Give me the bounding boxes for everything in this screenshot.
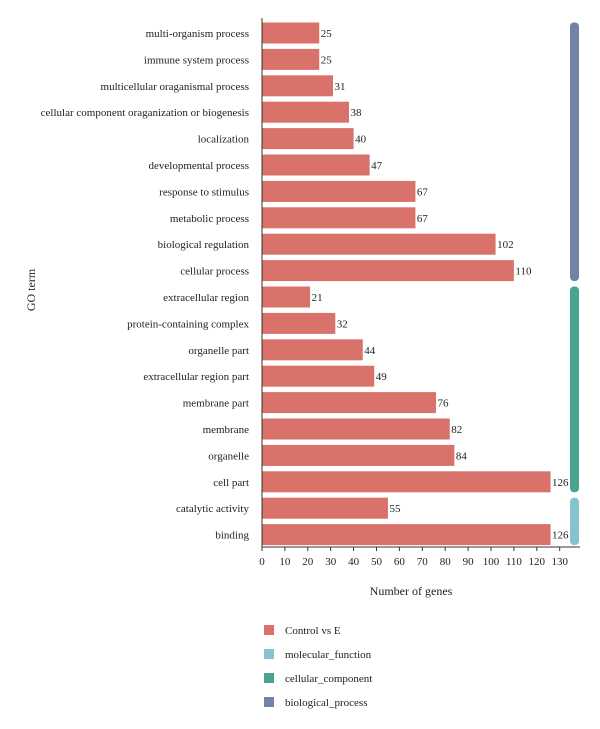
bar <box>262 154 370 176</box>
bar <box>262 312 336 334</box>
x-tick-label: 30 <box>325 556 337 568</box>
x-tick-label: 90 <box>463 556 475 568</box>
category-label: catalytic activity <box>176 503 249 515</box>
value-label: 32 <box>337 318 348 330</box>
value-label: 49 <box>376 371 388 383</box>
category-label: metabolic process <box>170 213 249 225</box>
value-label: 25 <box>321 54 333 66</box>
group-indicator-biological-process <box>570 22 579 282</box>
bars-layer <box>262 22 551 546</box>
category-label: cell part <box>213 477 249 489</box>
value-label: 84 <box>456 450 468 462</box>
value-label: 21 <box>312 292 323 304</box>
x-tick-label: 40 <box>348 556 360 568</box>
legend-swatch <box>264 697 274 707</box>
bar <box>262 365 375 387</box>
value-label: 126 <box>552 530 569 542</box>
value-label: 47 <box>371 160 383 172</box>
group-indicator-molecular-function <box>570 497 579 546</box>
bar <box>262 260 514 282</box>
category-label: binding <box>215 530 249 542</box>
legend-label: biological_process <box>285 697 367 709</box>
bar <box>262 128 354 150</box>
legend-label: Control vs E <box>285 625 341 637</box>
category-label: protein-containing complex <box>127 318 249 330</box>
value-label: 44 <box>364 345 376 357</box>
y-axis-title: GO term <box>24 268 38 311</box>
value-label: 67 <box>417 186 429 198</box>
category-label: multicellular oraganismal process <box>101 81 249 93</box>
legend: Control vs E molecular_function cellular_c… <box>264 625 372 709</box>
value-label: 38 <box>351 107 363 119</box>
bar <box>262 180 416 202</box>
category-label: localization <box>198 134 250 146</box>
category-label: organelle part <box>188 345 249 357</box>
x-tick-label: 50 <box>371 556 383 568</box>
category-labels: multi-organism process immune system proc… <box>41 28 250 542</box>
bar <box>262 524 551 546</box>
category-label: biological regulation <box>158 239 250 251</box>
bar <box>262 418 450 440</box>
value-label: 55 <box>389 503 401 515</box>
category-label: extracellular region <box>163 292 249 304</box>
value-label: 25 <box>321 28 333 40</box>
x-tick-label: 0 <box>259 556 265 568</box>
x-axis-title: Number of genes <box>370 584 453 598</box>
group-indicator-cellular-component <box>570 286 579 493</box>
category-label: cellular component oraganization or biog… <box>41 107 249 119</box>
category-label: membrane part <box>183 398 249 410</box>
bar <box>262 101 350 123</box>
bar <box>262 339 363 361</box>
value-label: 126 <box>552 477 569 489</box>
x-tick-label: 130 <box>551 556 568 568</box>
category-label: organelle <box>208 450 249 462</box>
x-tick-label: 100 <box>483 556 500 568</box>
x-tick-label: 120 <box>529 556 546 568</box>
category-label: membrane <box>203 424 250 436</box>
value-label: 102 <box>497 239 513 251</box>
legend-swatch <box>264 673 274 683</box>
category-label: developmental process <box>149 160 250 172</box>
legend-label: molecular_function <box>285 649 372 661</box>
bar <box>262 444 455 466</box>
legend-swatch <box>264 625 274 635</box>
bar <box>262 48 320 70</box>
x-tick-label: 110 <box>506 556 523 568</box>
x-tick-label: 10 <box>279 556 291 568</box>
legend-swatch <box>264 649 274 659</box>
group-indicators <box>570 22 579 546</box>
x-tick-label: 60 <box>394 556 406 568</box>
value-label: 76 <box>438 398 450 410</box>
x-tick-label: 70 <box>417 556 429 568</box>
category-label: extracellular region part <box>143 371 249 383</box>
value-label: 110 <box>515 266 532 278</box>
bar <box>262 233 496 255</box>
bar <box>262 392 437 414</box>
bar <box>262 471 551 493</box>
value-label: 40 <box>355 134 367 146</box>
category-label: multi-organism process <box>146 28 249 40</box>
category-label: response to stimulus <box>159 186 249 198</box>
bar <box>262 207 416 229</box>
value-label: 31 <box>334 81 345 93</box>
category-label: cellular process <box>180 266 249 278</box>
value-labels: 25 25 31 38 40 47 67 67 102 110 21 32 44 49 76 82 84 126 5… <box>312 28 569 542</box>
bar <box>262 497 388 519</box>
x-tick-label: 20 <box>302 556 314 568</box>
value-label: 82 <box>451 424 462 436</box>
legend-label: cellular_component <box>285 673 372 685</box>
bar <box>262 22 320 44</box>
category-label: immune system process <box>144 54 249 66</box>
axes: 0 10 20 30 40 50 60 70 80 90 100 110 120 130 <box>259 18 580 568</box>
x-tick-label: 80 <box>440 556 452 568</box>
value-label: 67 <box>417 213 429 225</box>
bar <box>262 286 311 308</box>
bar <box>262 75 333 97</box>
